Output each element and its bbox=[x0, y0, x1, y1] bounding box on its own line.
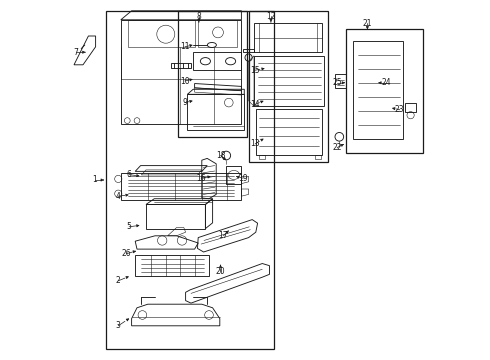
Text: 12: 12 bbox=[266, 12, 276, 21]
Text: 9: 9 bbox=[182, 98, 187, 107]
Text: 18: 18 bbox=[216, 151, 225, 160]
Text: 3: 3 bbox=[116, 321, 121, 330]
Text: 14: 14 bbox=[250, 100, 260, 109]
Text: 1: 1 bbox=[92, 175, 97, 184]
Text: 5: 5 bbox=[126, 222, 131, 231]
Text: 13: 13 bbox=[250, 139, 260, 148]
Text: 17: 17 bbox=[219, 231, 228, 240]
Text: 2: 2 bbox=[116, 276, 121, 285]
Text: 22: 22 bbox=[332, 143, 342, 152]
Text: 19: 19 bbox=[239, 174, 248, 183]
Text: 21: 21 bbox=[363, 19, 372, 28]
Text: 11: 11 bbox=[180, 42, 190, 51]
Text: 10: 10 bbox=[180, 77, 190, 85]
Text: 7: 7 bbox=[74, 48, 78, 57]
Text: 4: 4 bbox=[116, 192, 121, 201]
Text: 24: 24 bbox=[382, 78, 392, 87]
Text: 16: 16 bbox=[196, 174, 206, 183]
Text: 26: 26 bbox=[122, 249, 131, 258]
Text: 8: 8 bbox=[196, 12, 201, 21]
Text: 20: 20 bbox=[216, 267, 225, 276]
Text: 23: 23 bbox=[395, 105, 405, 114]
Text: 25: 25 bbox=[332, 78, 342, 87]
Text: 6: 6 bbox=[126, 170, 131, 179]
Text: 15: 15 bbox=[250, 66, 260, 75]
